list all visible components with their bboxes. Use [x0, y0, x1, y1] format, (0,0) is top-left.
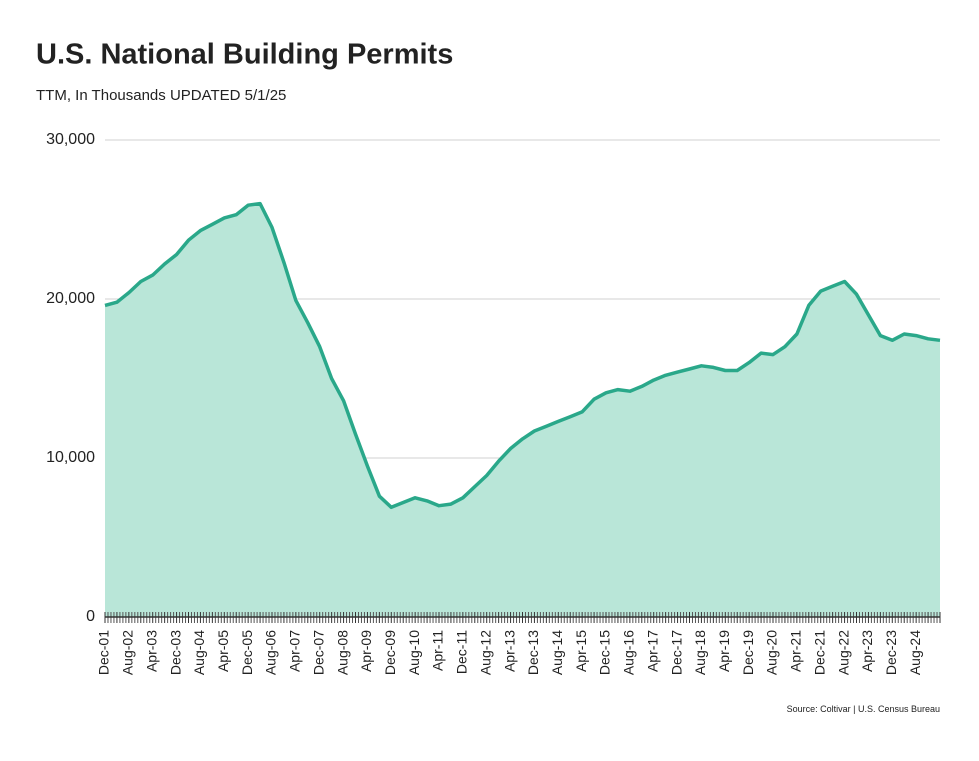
- x-tick-label: Aug-24: [907, 630, 923, 675]
- x-tick-label: Dec-01: [96, 630, 112, 675]
- x-tick-label: Dec-15: [597, 630, 613, 675]
- x-tick-label: Dec-17: [668, 630, 684, 675]
- x-tick-label: Dec-19: [740, 630, 756, 675]
- x-tick-label: Aug-16: [621, 630, 637, 675]
- x-tick-label: Aug-20: [764, 630, 780, 675]
- line: [104, 201, 941, 510]
- y-tick-label: 10,000: [46, 449, 95, 466]
- chart-subtitle: TTM, In Thousands UPDATED 5/1/25: [36, 87, 286, 104]
- x-tick-label: Apr-07: [287, 630, 303, 672]
- x-tick-label: Apr-13: [501, 630, 517, 672]
- x-tick-label: Apr-05: [215, 630, 231, 672]
- x-tick-label: Dec-09: [382, 630, 398, 675]
- area: [105, 203, 940, 617]
- x-tick-label: Apr-17: [644, 630, 660, 672]
- x-tick-label: Dec-11: [454, 630, 470, 674]
- x-tick-label: Apr-03: [143, 630, 159, 672]
- source-note: Source: Coltivar | U.S. Census Bureau: [787, 704, 940, 714]
- x-tick-label: Apr-19: [716, 630, 732, 672]
- x-tick-label: Dec-23: [883, 630, 899, 675]
- x-tick-label: Aug-02: [120, 630, 136, 675]
- chart-title: U.S. National Building Permits: [36, 39, 453, 71]
- y-tick-label: 30,000: [46, 131, 95, 148]
- x-tick-label: Dec-21: [811, 630, 827, 675]
- x-tick-label: Aug-06: [263, 630, 279, 675]
- x-tick-label: Apr-21: [788, 630, 804, 672]
- x-tick-label: Dec-03: [167, 630, 183, 675]
- x-tick-label: Dec-05: [239, 630, 255, 675]
- x-tick-label: Aug-08: [334, 630, 350, 675]
- x-tick-label: Aug-18: [692, 630, 708, 675]
- y-tick-label: 20,000: [46, 290, 95, 307]
- x-tick-label: Aug-22: [835, 630, 851, 675]
- y-tick-label: 0: [86, 608, 95, 625]
- x-tick-label: Dec-13: [525, 630, 541, 675]
- x-tick-label: Apr-15: [573, 630, 589, 672]
- x-tick-label: Aug-10: [406, 630, 422, 675]
- x-tick-label: Apr-11: [430, 630, 446, 671]
- x-tick-label: Apr-09: [358, 630, 374, 672]
- x-tick-label: Aug-14: [549, 630, 565, 675]
- x-tick-label: Apr-23: [859, 630, 875, 672]
- x-tick-label: Aug-12: [477, 630, 493, 675]
- x-tick-label: Dec-07: [310, 630, 326, 675]
- x-tick-label: Aug-04: [191, 630, 207, 675]
